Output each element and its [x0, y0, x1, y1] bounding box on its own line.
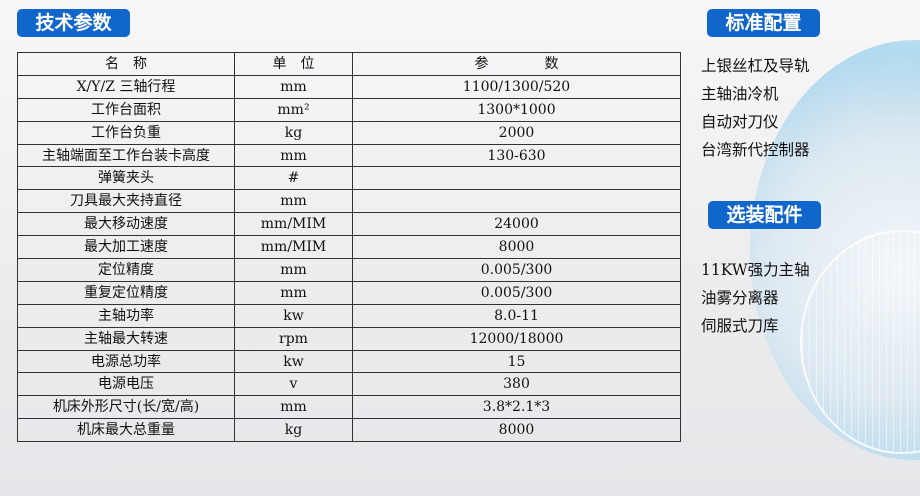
table-row: 工作台面积 mm² 1300*1000	[17, 97, 681, 122]
table-row: 主轴功率 kw 8.0-11	[17, 303, 681, 328]
param-name: 主轴功率	[17, 303, 235, 328]
param-name: 电源电压	[17, 372, 235, 397]
table-row: 机床外形尺寸(长/宽/高) mm 3.8*2.1*3	[17, 395, 681, 420]
param-name: 刀具最大夹持直径	[17, 189, 235, 214]
param-unit: mm	[234, 74, 353, 99]
param-value	[352, 166, 681, 191]
tech-params-title: 技术参数	[17, 9, 130, 37]
param-unit: rpm	[234, 326, 353, 351]
param-unit: mm/MIM	[234, 212, 353, 237]
table-row: 主轴最大转速 rpm 12000/18000	[17, 326, 681, 351]
param-value: 3.8*2.1*3	[352, 395, 681, 420]
list-item: 伺服式刀库	[701, 317, 779, 335]
table-row: 机床最大总重量 kg 8000	[17, 418, 681, 443]
param-unit: v	[234, 372, 353, 397]
param-unit: mm	[234, 143, 353, 168]
param-value: 0.005/300	[352, 280, 681, 305]
param-unit: mm	[234, 280, 353, 305]
param-unit: kg	[234, 418, 353, 443]
table-row: 重复定位精度 mm 0.005/300	[17, 280, 681, 305]
list-item: 油雾分离器	[701, 289, 779, 307]
list-item: 台湾新代控制器	[701, 141, 810, 159]
table-row: 电源总功率 kw 15	[17, 349, 681, 374]
table-header-row: 名 称单 位参 数	[17, 52, 681, 76]
param-unit: mm	[234, 258, 353, 282]
optional-parts-list: 11KW强力主轴 油雾分离器 伺服式刀库	[701, 256, 810, 340]
param-unit: kw	[234, 349, 353, 374]
optional-parts-title: 选装配件	[708, 201, 821, 229]
param-name: 工作台面积	[17, 97, 235, 122]
param-unit: kg	[234, 120, 353, 145]
table-row: 定位精度 mm 0.005/300	[17, 258, 681, 282]
column-header: 名 称	[17, 52, 235, 76]
param-name: 主轴最大转速	[17, 326, 235, 351]
param-value: 2000	[352, 120, 681, 145]
table-row: 主轴端面至工作台装卡高度 mm 130-630	[17, 143, 681, 168]
table-row: 弹簧夹头 #	[17, 166, 681, 191]
param-value: 1300*1000	[352, 97, 681, 122]
param-value: 8000	[352, 235, 681, 260]
table-row: 最大加工速度 mm/MIM 8000	[17, 235, 681, 260]
table-row: 电源电压 v 380	[17, 372, 681, 397]
param-name: 定位精度	[17, 258, 235, 282]
param-name: 主轴端面至工作台装卡高度	[17, 143, 235, 168]
standard-config-list: 上银丝杠及导轨 主轴油冷机 自动对刀仪 台湾新代控制器	[701, 52, 810, 164]
param-name: 最大加工速度	[17, 235, 235, 260]
param-unit: mm²	[234, 97, 353, 122]
column-header: 单 位	[234, 52, 353, 76]
table-row: 最大移动速度 mm/MIM 24000	[17, 212, 681, 237]
param-value: 380	[352, 372, 681, 397]
table-row: 工作台负重 kg 2000	[17, 120, 681, 145]
param-value	[352, 189, 681, 214]
param-value: 12000/18000	[352, 326, 681, 351]
param-unit: mm	[234, 395, 353, 420]
column-header: 参 数	[352, 52, 681, 76]
param-value: 130-630	[352, 143, 681, 168]
table-row: X/Y/Z 三轴行程 mm 1100/1300/520	[17, 74, 681, 99]
param-value: 0.005/300	[352, 258, 681, 282]
param-value: 8.0-11	[352, 303, 681, 328]
param-name: 最大移动速度	[17, 212, 235, 237]
list-item: 主轴油冷机	[701, 85, 779, 103]
param-name: 工作台负重	[17, 120, 235, 145]
param-unit: mm	[234, 189, 353, 214]
list-item: 上银丝杠及导轨	[701, 57, 810, 75]
spec-table: 名 称单 位参 数 X/Y/Z 三轴行程 mm 1100/1300/520 工作台面积 m…	[17, 52, 681, 443]
param-value: 24000	[352, 212, 681, 237]
param-name: 机床外形尺寸(长/宽/高)	[17, 395, 235, 420]
param-value: 8000	[352, 418, 681, 443]
param-name: 弹簧夹头	[17, 166, 235, 191]
param-unit: #	[234, 166, 353, 191]
list-item: 11KW强力主轴	[701, 261, 810, 279]
param-name: X/Y/Z 三轴行程	[17, 74, 235, 99]
table-row: 刀具最大夹持直径 mm	[17, 189, 681, 214]
list-item: 自动对刀仪	[701, 113, 779, 131]
param-unit: kw	[234, 303, 353, 328]
param-value: 15	[352, 349, 681, 374]
standard-config-title: 标准配置	[707, 9, 820, 37]
param-name: 电源总功率	[17, 349, 235, 374]
param-name: 重复定位精度	[17, 280, 235, 305]
param-unit: mm/MIM	[234, 235, 353, 260]
param-name: 机床最大总重量	[17, 418, 235, 443]
param-value: 1100/1300/520	[352, 74, 681, 99]
